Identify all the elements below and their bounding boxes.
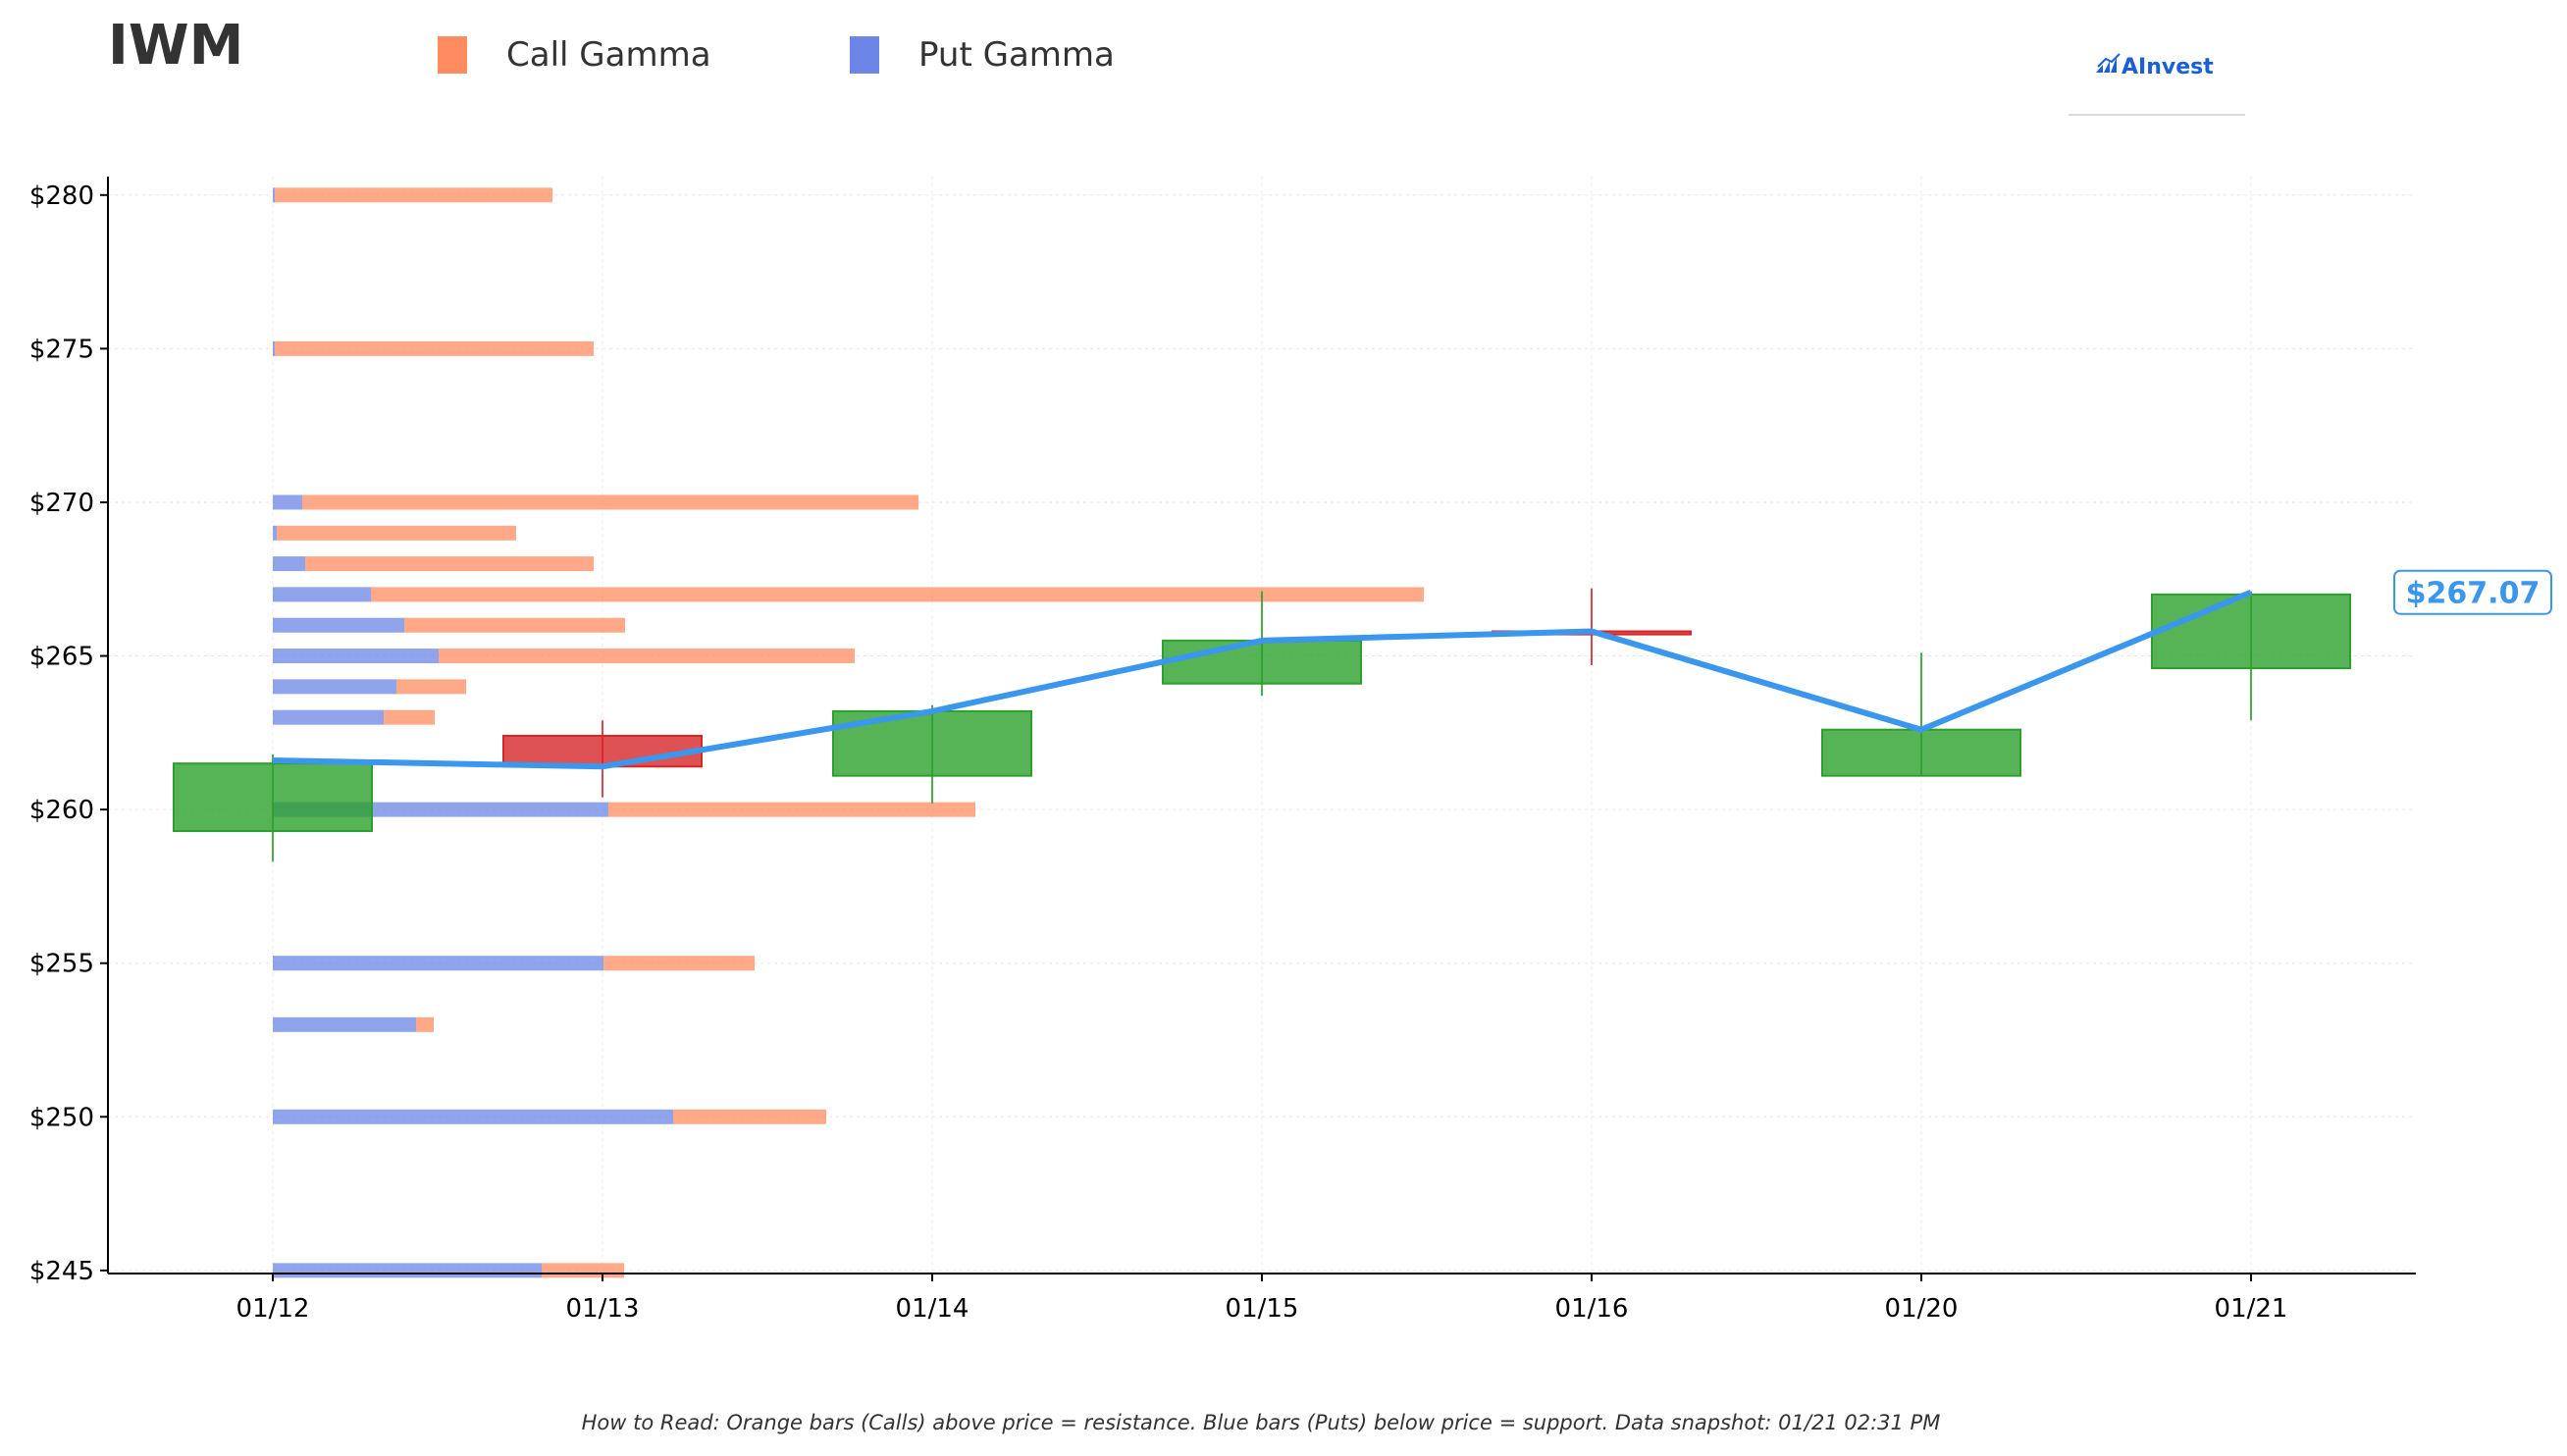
put-gamma-bar: [273, 617, 404, 633]
x-tick-label: 01/14: [896, 1294, 969, 1324]
logo-text: AInvest: [2122, 55, 2214, 79]
y-tick-label: $245: [29, 1257, 94, 1286]
call-gamma-bar: [277, 525, 516, 541]
put-gamma-bar: [273, 649, 439, 664]
legend-call-gamma: Call Gamma: [438, 35, 711, 75]
y-tick-label: $280: [29, 182, 94, 211]
y-tick-label: $265: [29, 643, 94, 672]
put-gamma-bar: [273, 956, 603, 971]
call-gamma-bar: [302, 494, 918, 510]
y-tick-label: $260: [29, 796, 94, 825]
x-tick-label: 01/20: [1885, 1294, 1959, 1324]
price-label-box: [2393, 569, 2552, 615]
y-tick-label: $255: [29, 950, 94, 979]
x-tick-label: 01/15: [1226, 1294, 1299, 1324]
call-gamma-bar: [396, 679, 466, 695]
put-gamma-bar: [273, 494, 302, 510]
candle-body: [1162, 639, 1362, 685]
x-tick-label: 01/21: [2215, 1294, 2288, 1324]
candle-body: [2151, 593, 2351, 670]
legend-call-label: Call Gamma: [506, 35, 711, 75]
chart-title: IWM: [108, 14, 244, 78]
call-gamma-bar: [275, 187, 552, 203]
put-gamma-bar: [273, 587, 371, 602]
candle-body: [173, 762, 373, 833]
legend-put-label: Put Gamma: [918, 35, 1115, 75]
call-gamma-bar: [275, 340, 594, 356]
legend-put-swatch: [850, 36, 879, 74]
call-gamma-bar: [305, 556, 594, 572]
put-gamma-bar: [273, 340, 275, 356]
call-gamma-bar: [439, 649, 855, 664]
call-gamma-bar: [603, 956, 755, 971]
x-tick-label: 01/13: [566, 1294, 640, 1324]
put-gamma-bar: [273, 709, 384, 725]
call-gamma-bar: [608, 802, 975, 817]
put-gamma-bar: [273, 1263, 542, 1278]
call-gamma-bar: [384, 709, 435, 725]
x-tick-label: 01/16: [1555, 1294, 1629, 1324]
price-line: [272, 589, 2253, 770]
candle-body: [502, 734, 703, 768]
put-gamma-bar: [273, 525, 277, 541]
y-tick-label: $270: [29, 489, 94, 518]
legend-put-gamma: Put Gamma: [850, 35, 1115, 75]
put-gamma-bar: [273, 1109, 673, 1124]
candle-body: [1821, 728, 2021, 777]
y-tick-label: $275: [29, 335, 94, 364]
call-gamma-bar: [404, 617, 625, 633]
ainvest-logo: AInvest: [2069, 45, 2245, 116]
call-gamma-bar: [542, 1263, 624, 1278]
price-label: $267.07: [2406, 577, 2541, 611]
put-gamma-bar: [273, 187, 275, 203]
x-tick-label: 01/12: [236, 1294, 310, 1324]
put-gamma-bar: [273, 556, 305, 572]
footnote: How to Read: Orange bars (Calls) above p…: [581, 1411, 1941, 1434]
y-tick-label: $250: [29, 1103, 94, 1132]
legend-call-swatch: [438, 36, 467, 74]
plot-area: $267.07 $245 $250 $255 $260 $265 $270 $275 $280 0…: [29, 177, 2552, 1324]
call-gamma-bar: [416, 1016, 434, 1032]
put-gamma-bar: [273, 1016, 416, 1032]
call-gamma-bar: [673, 1109, 826, 1124]
call-gamma-bar: [371, 587, 1424, 602]
put-gamma-bar: [273, 679, 396, 695]
ainvest-logo-icon: [2096, 53, 2121, 73]
